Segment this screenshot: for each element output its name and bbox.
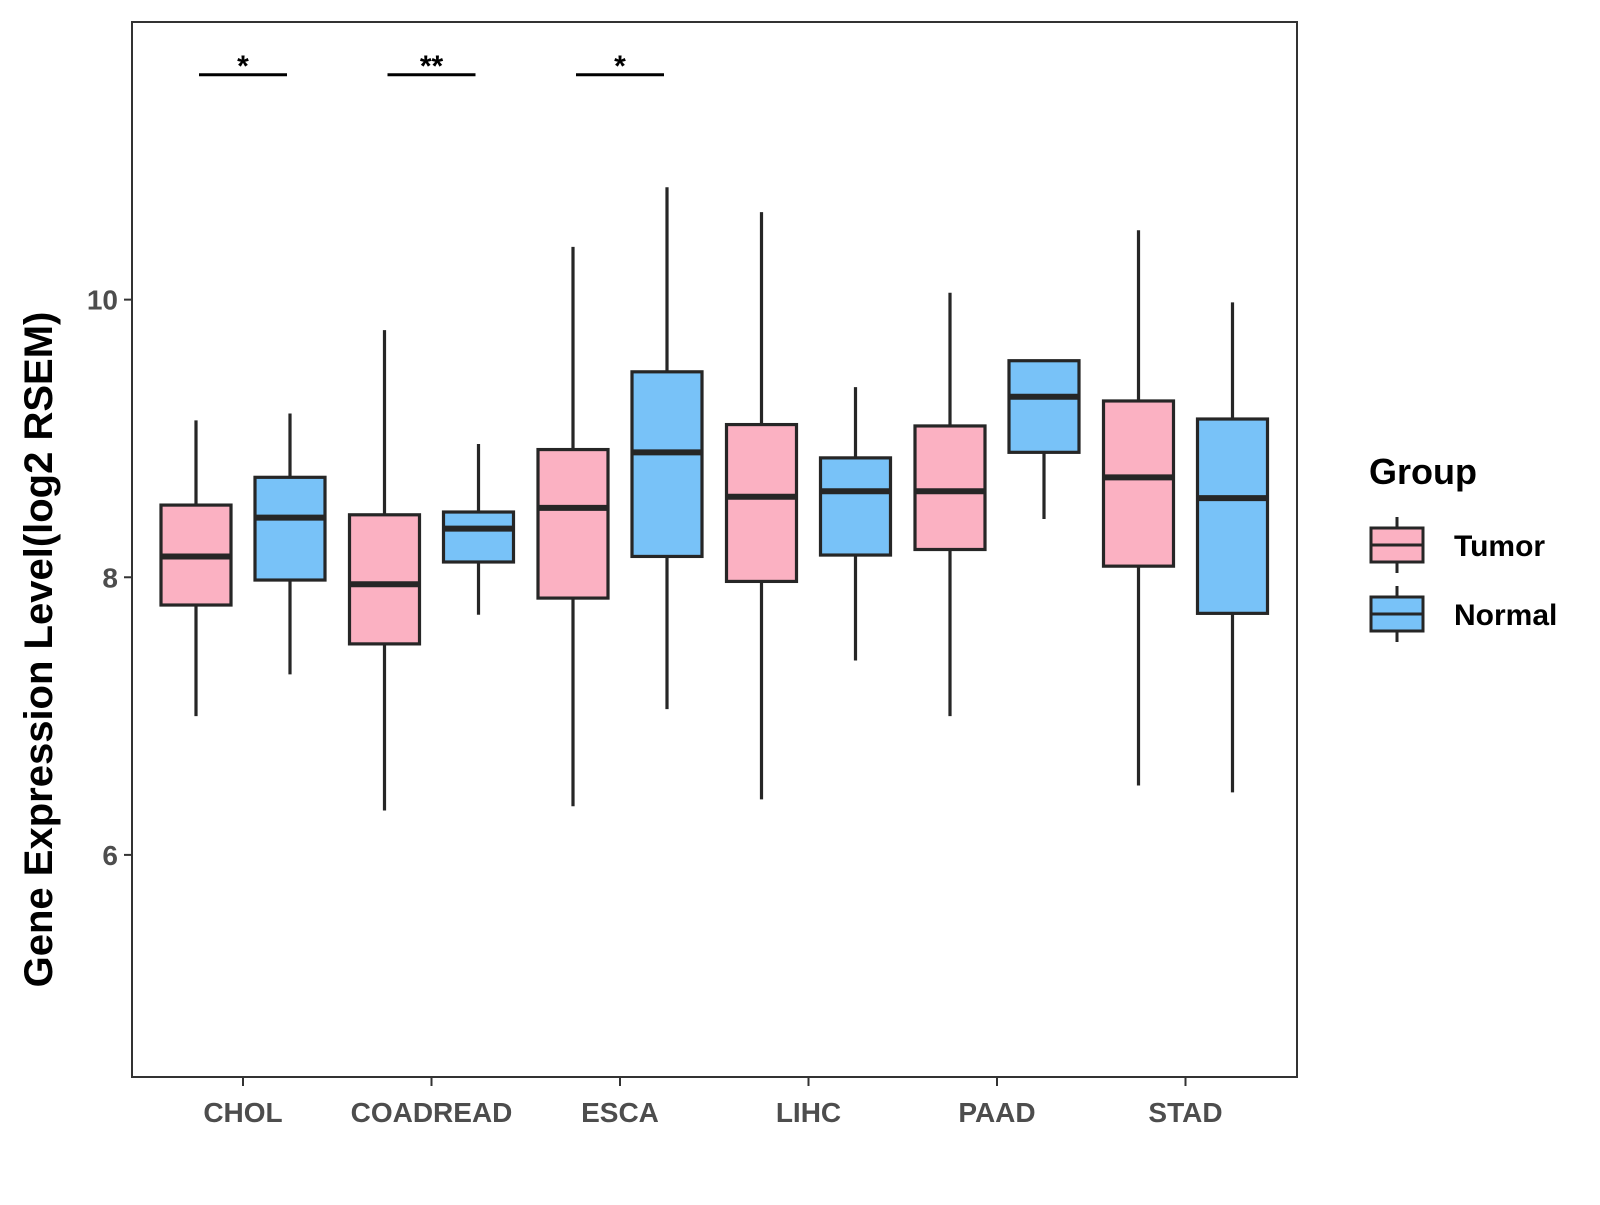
box-normal-coadread [441, 444, 516, 615]
significance-coadread: ** [387, 50, 476, 83]
significance-label-esca: * [614, 50, 626, 83]
legend-label-tumor: Tumor [1454, 530, 1545, 563]
box-body-tumor-paad [913, 424, 987, 552]
significance-label-chol: * [237, 50, 249, 83]
plot-panel-border [131, 21, 1298, 1078]
box-body-normal-stad [1195, 417, 1270, 615]
x-tick-label-lihc: LIHC [776, 1097, 841, 1128]
box-tumor-esca [536, 246, 610, 807]
box-normal-chol [253, 413, 327, 675]
x-tick-label-stad: STAD [1148, 1097, 1222, 1128]
box-body-normal-paad [1007, 359, 1081, 454]
significance-esca: * [576, 50, 664, 83]
legend-item-normal: Normal [1369, 586, 1557, 642]
legend-item-tumor: Tumor [1369, 517, 1545, 573]
box-body-normal-lihc [818, 456, 893, 557]
box-normal-stad [1195, 302, 1270, 793]
box-body-tumor-stad [1101, 399, 1176, 568]
y-axis-title: Gene Expression Level(log2 RSEM) [17, 312, 61, 988]
box-body-normal-chol [253, 475, 327, 582]
y-tick-label-6: 6 [102, 840, 118, 871]
box-tumor-stad [1101, 230, 1176, 786]
box-normal-esca [630, 187, 704, 710]
x-tick-label-esca: ESCA [581, 1097, 659, 1128]
box-body-tumor-lihc [724, 422, 799, 584]
y-tick-label-8: 8 [102, 562, 118, 593]
box-body-normal-coadread [441, 510, 516, 564]
y-tick-label-10: 10 [87, 285, 118, 316]
box-tumor-coadread [347, 330, 422, 811]
x-tick-label-chol: CHOL [203, 1097, 282, 1128]
box-tumor-lihc [724, 212, 799, 800]
x-tick-label-paad: PAAD [958, 1097, 1035, 1128]
box-normal-paad [1007, 359, 1081, 519]
box-body-tumor-coadread [347, 513, 422, 646]
box-body-tumor-esca [536, 447, 610, 600]
legend-label-normal: Normal [1454, 599, 1557, 632]
box-tumor-paad [913, 292, 987, 717]
legend-title: Group [1369, 451, 1477, 492]
box-tumor-chol [159, 420, 233, 717]
significance-label-coadread: ** [420, 50, 444, 83]
significance-chol: * [199, 50, 287, 83]
box-normal-lihc [818, 387, 893, 661]
x-tick-label-coadread: COADREAD [351, 1097, 513, 1128]
box-body-normal-esca [630, 370, 704, 559]
